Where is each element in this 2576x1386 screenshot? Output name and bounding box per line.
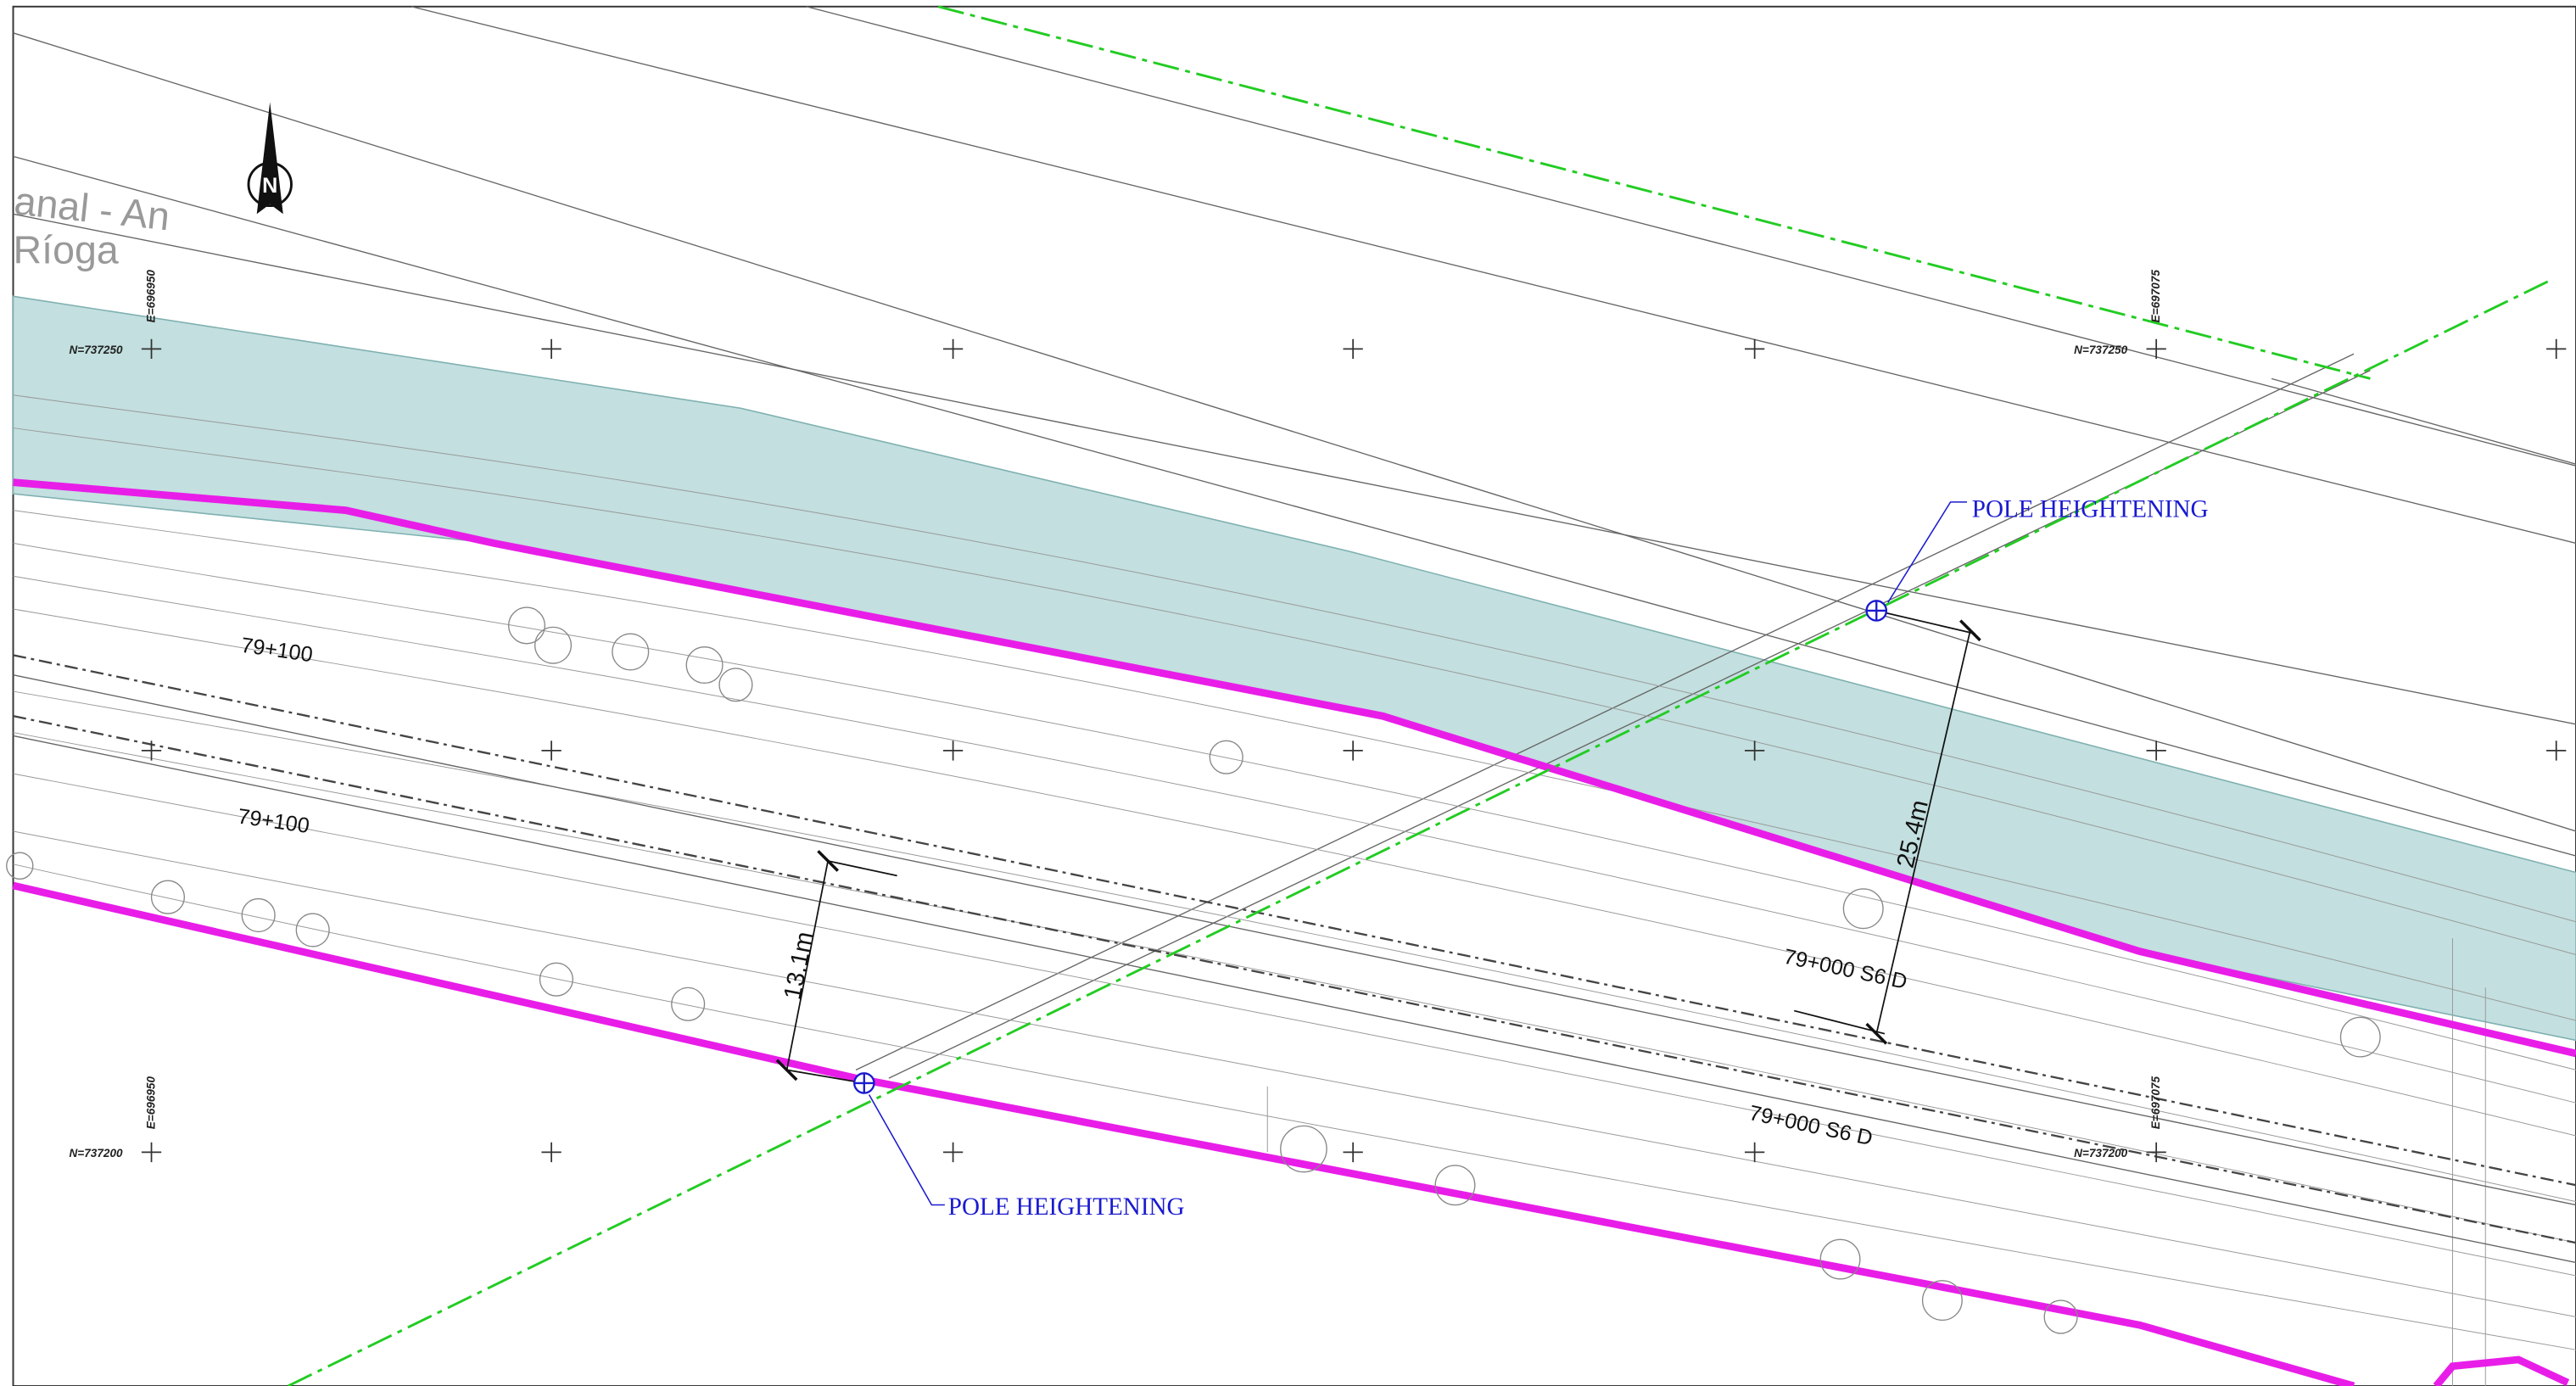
pole-symbols — [852, 501, 1967, 1206]
annotation: POLE HEIGHTENING — [1972, 495, 2209, 523]
grid-crosses — [141, 338, 2567, 1163]
north-arrow: N — [247, 102, 293, 215]
dimension-lines — [775, 610, 1981, 1084]
place-name: Ríoga — [14, 227, 119, 271]
north-label: N — [262, 174, 277, 198]
trees — [6, 606, 2381, 1334]
boundary-lines — [13, 6, 2576, 1079]
frame — [12, 5, 2576, 1386]
northing-label: N=737200 — [2074, 1147, 2127, 1160]
track-lines — [13, 654, 2576, 1244]
northing-label: N=737200 — [70, 1147, 123, 1160]
overhead-lines — [287, 5, 2552, 1386]
easting-label: E=696950 — [144, 1076, 157, 1130]
boundary-magenta — [12, 478, 2576, 1386]
easting-label: E=697075 — [2149, 270, 2162, 323]
northing-label: N=737250 — [70, 344, 123, 356]
northing-label: N=737250 — [2074, 344, 2127, 356]
track-lines-thin — [13, 673, 2576, 1264]
easting-label: E=696950 — [144, 270, 157, 323]
easting-label: E=697075 — [2149, 1076, 2162, 1130]
river-area — [12, 295, 2576, 1042]
annotation: POLE HEIGHTENING — [948, 1193, 1185, 1221]
